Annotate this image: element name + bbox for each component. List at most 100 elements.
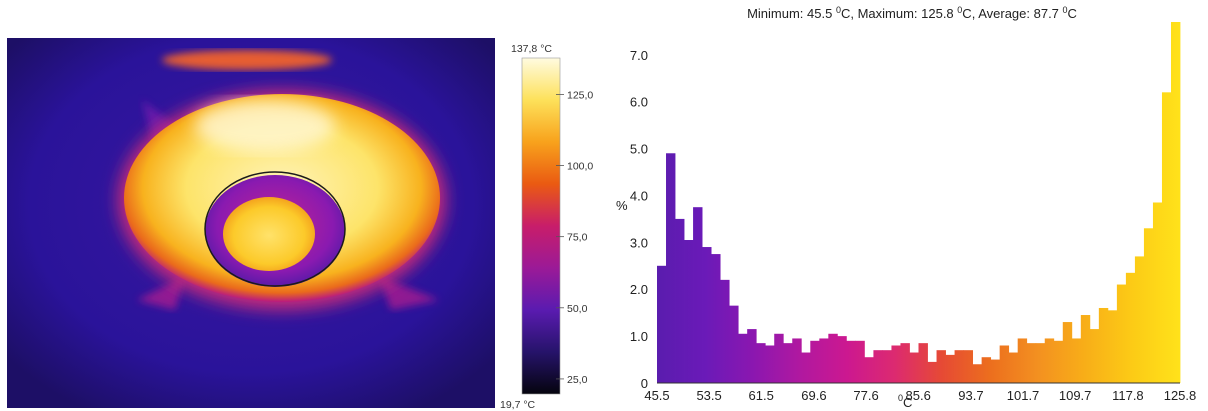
histogram-bar: [720, 279, 730, 383]
title-avg-unit-sup: 0: [1063, 5, 1068, 15]
histogram-bar: [891, 345, 901, 383]
histogram-bar: [1080, 315, 1091, 383]
histogram-bar: [1089, 329, 1100, 383]
histogram-bar: [837, 336, 847, 383]
histogram-bar: [909, 352, 919, 383]
histogram-bar: [1008, 352, 1019, 383]
histogram-bar: [819, 338, 829, 383]
y-tick-label: 1.0: [630, 329, 648, 344]
histogram-bar: [711, 254, 721, 383]
y-tick-label: 4.0: [630, 188, 648, 203]
x-tick-label: 109.7: [1059, 388, 1092, 403]
histogram-bar: [1071, 338, 1082, 383]
y-tick-labels: 0 1.0 2.0 3.0 4.0 5.0 6.0 7.0: [630, 48, 648, 391]
title-max-unit: C: [962, 6, 971, 21]
histogram-bar: [1134, 256, 1145, 383]
x-axis-label-sup: 0: [898, 393, 903, 403]
histogram-bar: [756, 343, 766, 383]
histogram-bar: [954, 350, 964, 383]
histogram-bar: [693, 207, 703, 383]
scale-tick-label: 75,0: [567, 232, 588, 244]
scale-max-label: 137,8 °C: [511, 43, 552, 55]
histogram-bar: [702, 247, 712, 383]
histogram-bar: [1107, 310, 1118, 383]
scale-min-label: 19,7 °C: [500, 399, 536, 411]
histogram-bar: [747, 329, 757, 383]
x-axis-label-unit: C: [903, 395, 912, 410]
histogram-bar: [945, 354, 955, 383]
histogram-bar: [900, 343, 910, 383]
histogram-bar: [783, 343, 793, 383]
histogram-bar: [1044, 338, 1055, 383]
histogram-bar: [801, 352, 811, 383]
x-tick-labels: 45.5 53.5 61.5 69.6 77.6 85.6 93.7 101.7 109.7 11…: [644, 388, 1196, 403]
histogram-bar: [828, 333, 838, 383]
y-tick-label: 3.0: [630, 235, 648, 250]
histogram-bar: [918, 343, 928, 383]
histogram-bar: [666, 153, 676, 383]
x-tick-label: 77.6: [853, 388, 878, 403]
histogram-bar: [855, 340, 865, 383]
x-tick-label: 93.7: [958, 388, 983, 403]
y-tick-label: 0: [641, 376, 648, 391]
title-max: , Maximum: 125.8: [850, 6, 957, 21]
x-tick-label: 117.8: [1112, 388, 1144, 403]
histogram-bar: [774, 333, 784, 383]
histogram-bar: [1017, 338, 1028, 383]
scale-tick-label: 100,0: [567, 161, 593, 173]
scale-tick-label: 25,0: [567, 374, 588, 386]
thermal-image: [7, 38, 495, 408]
histogram-bar: [963, 350, 974, 383]
scale-ticks: 125,0 100,0 75,0 50,0 25,0: [556, 89, 593, 386]
stand-right-lower: [379, 276, 439, 310]
title-min-unit-sup: 0: [836, 5, 841, 15]
x-tick-label: 69.6: [801, 388, 826, 403]
x-tick-label: 61.5: [749, 388, 774, 403]
histogram-bar: [999, 345, 1010, 383]
histogram-bar: [1035, 343, 1046, 383]
y-tick-label: 2.0: [630, 282, 648, 297]
histogram-bar: [1098, 307, 1109, 383]
histogram-bar: [873, 350, 883, 383]
y-tick-label: 5.0: [630, 142, 648, 157]
stand-left-lower: [137, 276, 185, 310]
histogram-bars: [657, 22, 1181, 383]
title-min-unit: C: [841, 6, 850, 21]
histogram-bar: [1161, 92, 1172, 383]
scale-tick-label: 125,0: [567, 89, 593, 101]
histogram-bar: [684, 240, 694, 383]
title-avg: , Average: 87.7: [972, 6, 1063, 21]
y-tick-label: 6.0: [630, 95, 648, 110]
histogram-bar: [810, 340, 820, 383]
scale-gradient-bar: [521, 57, 561, 395]
histogram-bar: [972, 364, 983, 383]
histogram-bar: [927, 361, 937, 383]
inner-hot-core: [223, 197, 315, 271]
histogram-bar: [936, 350, 946, 383]
x-tick-label: 85.6: [906, 388, 931, 403]
scale-tick-label: 50,0: [567, 303, 588, 315]
y-tick-label: 7.0: [630, 48, 648, 63]
x-tick-label: 53.5: [696, 388, 721, 403]
histogram-bar: [1152, 202, 1163, 383]
title-avg-unit: C: [1068, 6, 1077, 21]
title-max-unit-sup: 0: [957, 5, 962, 15]
color-scale: 137,8 °C 125,0 100,0 75,0 50,0 25,0 19,7 °C: [500, 43, 593, 411]
histogram-bar: [1143, 228, 1154, 383]
x-axis-label: 0C: [898, 393, 912, 410]
histogram-bar: [675, 218, 685, 383]
histogram-bar: [729, 305, 739, 383]
histogram-bar: [792, 338, 802, 383]
histogram-bar: [765, 345, 775, 383]
histogram-bar: [657, 265, 667, 383]
histogram-bar: [1170, 22, 1181, 383]
histogram-bar: [1062, 322, 1073, 383]
histogram-bar: [864, 357, 874, 383]
histogram-bar: [738, 333, 748, 383]
temperature-histogram: Minimum: 45.5 0C, Maximum: 125.8 0C, Ave…: [616, 5, 1196, 410]
histogram-bar: [846, 340, 856, 383]
histogram-bar: [1116, 284, 1127, 383]
histogram-bar: [1053, 340, 1064, 383]
histogram-bar: [990, 359, 1001, 383]
top-hot-strip: [162, 50, 332, 70]
